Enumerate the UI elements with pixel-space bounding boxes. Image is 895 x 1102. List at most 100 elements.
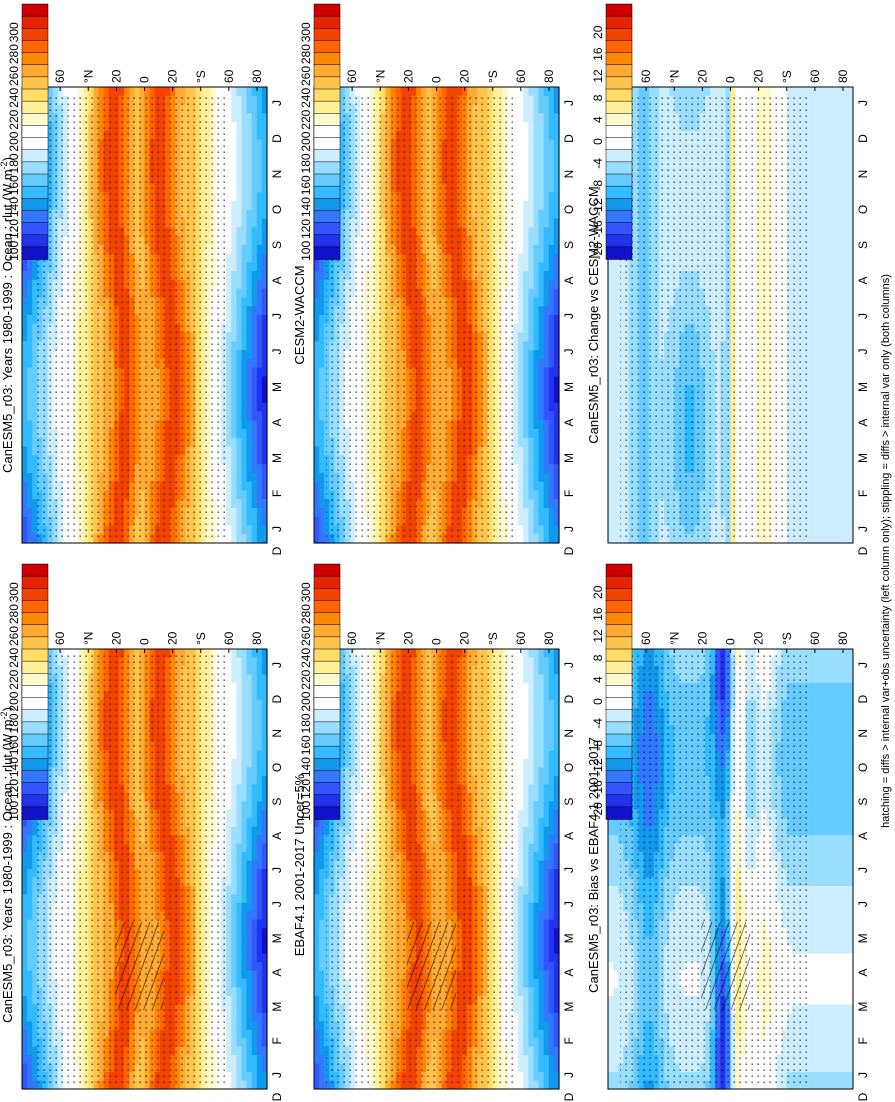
heatmap-cell <box>256 919 263 929</box>
heatmap-cell <box>241 157 248 167</box>
heatmap-cell <box>22 1038 28 1048</box>
heatmap-cell <box>241 148 248 158</box>
heatmap-cell <box>236 945 243 955</box>
heatmap-cell <box>246 995 253 1005</box>
heatmap-cell <box>256 279 263 290</box>
heatmap-cell <box>251 970 258 980</box>
heatmap-cell <box>256 306 263 316</box>
heatmap-cell <box>27 411 33 421</box>
heatmap-cell <box>236 350 243 360</box>
heatmap-cell <box>231 945 237 955</box>
heatmap-cell <box>241 970 248 980</box>
heatmap-cell <box>27 995 33 1005</box>
heatmap-cell <box>236 682 243 692</box>
heatmap-cell <box>251 192 258 202</box>
heatmap-cell <box>241 894 248 904</box>
heatmap-cell <box>236 227 243 237</box>
heatmap-cell <box>226 95 232 106</box>
heatmap-cell <box>226 393 232 404</box>
heatmap-cell <box>241 244 248 255</box>
heatmap-cell <box>231 402 237 413</box>
heatmap-cell <box>251 516 258 527</box>
heatmap-cell <box>251 919 258 929</box>
heatmap-cell <box>246 367 253 377</box>
heatmap-cell <box>231 534 237 544</box>
heatmap-cell <box>256 393 263 404</box>
heatmap-cell <box>251 928 258 938</box>
heatmap-cell <box>241 995 248 1005</box>
heatmap-cell <box>241 826 248 836</box>
heatmap-cell <box>231 174 237 185</box>
heatmap-cell <box>246 1029 253 1039</box>
heatmap-cell <box>246 472 253 483</box>
heatmap-cell <box>246 809 253 819</box>
heatmap-cell <box>236 306 243 316</box>
heatmap-cell <box>52 1080 59 1090</box>
heatmap-cell <box>236 759 243 769</box>
heatmap-cell <box>226 192 232 202</box>
heatmap-cell <box>241 464 248 474</box>
heatmap-cell <box>241 306 248 316</box>
heatmap-cell <box>226 970 232 980</box>
heatmap-cell <box>256 869 263 879</box>
heatmap-cell <box>231 699 237 709</box>
heatmap-cell <box>226 183 232 193</box>
heatmap-cell <box>236 1004 243 1014</box>
heatmap-cell <box>256 1021 263 1031</box>
heatmap-cell <box>231 446 237 456</box>
heatmap-cell <box>236 174 243 185</box>
heatmap-cell <box>241 885 248 895</box>
heatmap-cell <box>256 332 263 342</box>
heatmap-cell <box>226 130 232 141</box>
heatmap-cell <box>226 1029 232 1039</box>
heatmap-cell <box>27 288 33 299</box>
heatmap-cell <box>27 490 33 500</box>
heatmap-cell <box>27 446 33 456</box>
heatmap-cell <box>246 911 253 921</box>
heatmap-cell <box>241 253 248 263</box>
heatmap-cell <box>241 801 248 811</box>
heatmap-cell <box>22 429 28 439</box>
heatmap-cell <box>241 699 248 709</box>
lat-tick-label: 60 <box>222 631 236 645</box>
heatmap-cell <box>256 843 263 853</box>
heatmap-cell <box>231 742 237 752</box>
heatmap-cell <box>231 218 237 228</box>
heatmap-cell <box>256 979 263 989</box>
heatmap-cell <box>236 852 243 862</box>
heatmap-cell <box>236 835 243 845</box>
lat-tick-label: °N <box>81 632 95 645</box>
heatmap-cell <box>241 657 248 667</box>
heatmap-cell <box>241 759 248 769</box>
heatmap-cell <box>27 385 33 395</box>
heatmap-cell <box>256 649 263 659</box>
heatmap-cell <box>256 157 263 167</box>
heatmap-cell <box>226 253 232 263</box>
heatmap-cell <box>27 1004 33 1014</box>
heatmap-cell <box>256 253 263 263</box>
heatmap-cell <box>27 953 33 963</box>
heatmap-cell <box>251 1029 258 1039</box>
heatmap-cell <box>241 271 248 281</box>
heatmap-cell <box>22 271 28 281</box>
heatmap-cell <box>236 784 243 794</box>
heatmap-cell <box>226 792 232 802</box>
heatmap-cell <box>241 165 248 176</box>
heatmap-cell <box>231 227 237 237</box>
heatmap-cell <box>236 665 243 675</box>
heatmap-cell <box>236 130 243 141</box>
heatmap-cell <box>27 332 33 342</box>
heatmap-cell <box>246 1004 253 1014</box>
heatmap-cell <box>241 809 248 819</box>
heatmap-cell <box>256 674 263 684</box>
heatmap-cell <box>226 1055 232 1065</box>
heatmap-cell <box>27 271 33 281</box>
heatmap-cell <box>241 708 248 718</box>
colorbar-label: 240 <box>7 648 21 668</box>
heatmap-cell <box>236 1012 243 1022</box>
heatmap-cell <box>256 733 263 743</box>
heatmap-cell <box>246 358 253 369</box>
heatmap-cell <box>226 139 232 149</box>
heatmap-cell <box>22 852 28 862</box>
heatmap-cell <box>108 1080 115 1090</box>
